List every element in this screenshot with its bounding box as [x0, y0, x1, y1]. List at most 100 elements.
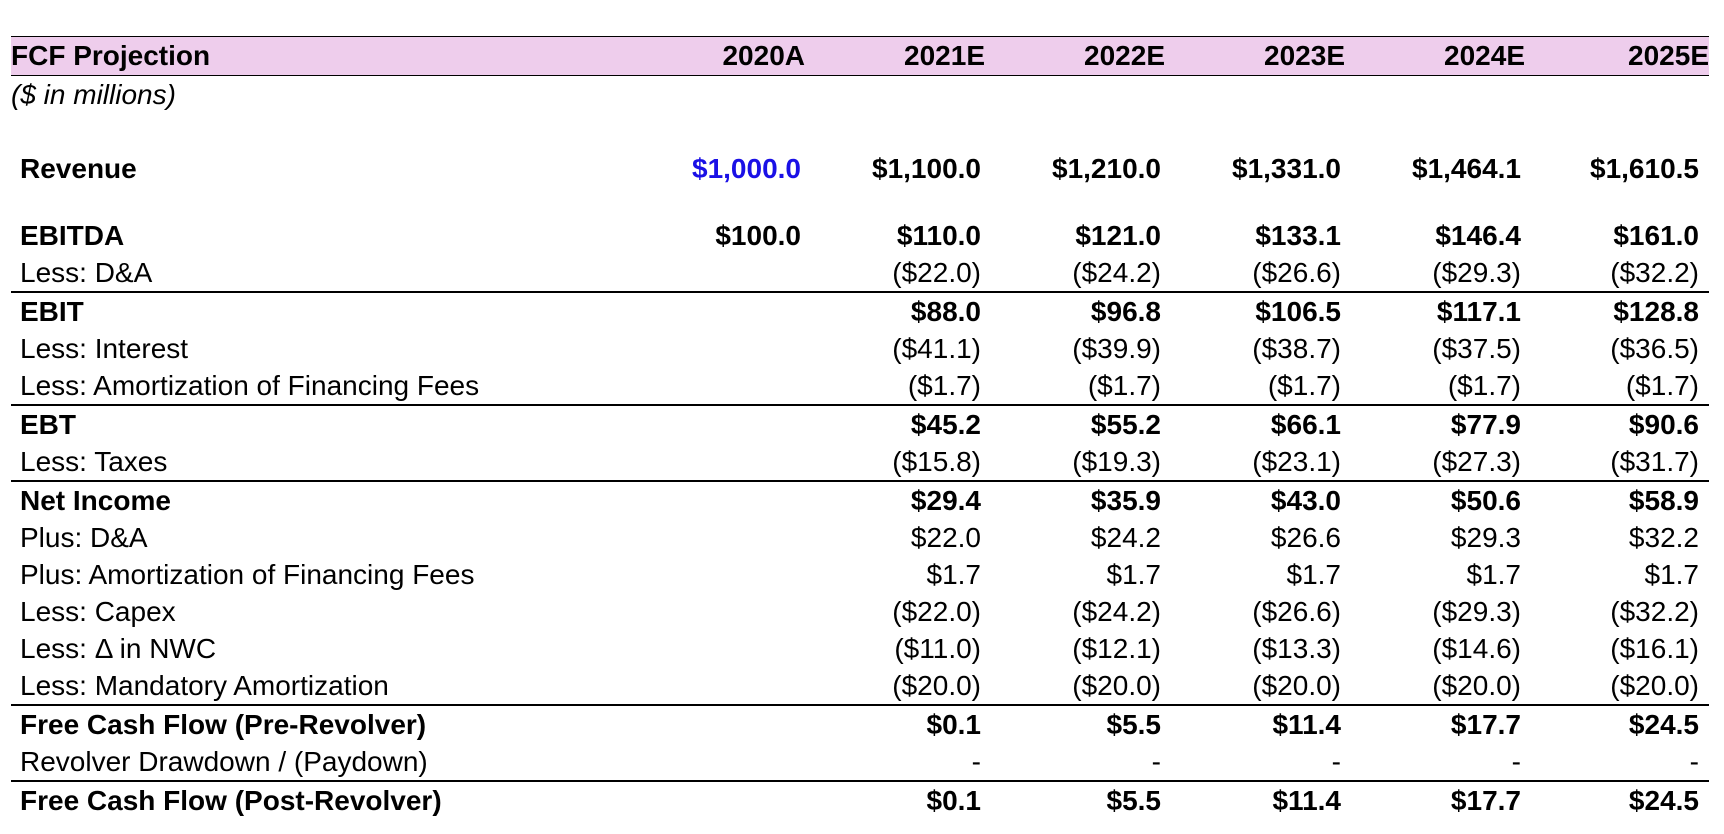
cell-revolver-2025e: - [1689, 746, 1699, 777]
cell-less-amort-fees-2025e: ($1.7) [1625, 370, 1699, 401]
cell-ebit-2022e: $96.8 [1090, 296, 1161, 327]
fcf-projection-table: FCF Projection 2020A 2021E 2022E 2023E 2… [11, 36, 1709, 819]
cell-net-income-2024e: $50.6 [1450, 485, 1521, 516]
cell-less-capex-2021e: ($22.0) [892, 596, 981, 627]
row-revenue: Revenue $1,000.0 $1,100.0 $1,210.0 $1,33… [11, 150, 1709, 187]
cell-less-interest-2021e: ($41.1) [892, 333, 981, 364]
cell-fcf-pre-2021e: $0.1 [926, 709, 982, 740]
cell-less-interest-2024e: ($37.5) [1432, 333, 1521, 364]
cell-net-income-2021e: $29.4 [910, 485, 981, 516]
cell-less-taxes-2023e: ($23.1) [1252, 446, 1341, 477]
cell-less-da-2021e: ($22.0) [892, 257, 981, 288]
cell-less-capex-2023e: ($26.6) [1252, 596, 1341, 627]
cell-ebitda-2024e: $146.4 [1435, 220, 1521, 251]
cell-less-amort-fees-2023e: ($1.7) [1267, 370, 1341, 401]
cell-less-da-2024e: ($29.3) [1432, 257, 1521, 288]
row-label: Less: Δ in NWC [20, 633, 217, 664]
year-header-2020a: 2020A [722, 40, 805, 71]
row-less-taxes: Less: Taxes ($15.8) ($19.3) ($23.1) ($27… [11, 443, 1709, 480]
row-label: Less: Interest [20, 333, 189, 364]
cell-fcf-pre-2022e: $5.5 [1106, 709, 1162, 740]
cell-ebt-2023e: $66.1 [1270, 409, 1341, 440]
cell-plus-amort-fees-2023e: $1.7 [1286, 559, 1342, 590]
cell-less-capex-2022e: ($24.2) [1072, 596, 1161, 627]
cell-net-income-2023e: $43.0 [1270, 485, 1341, 516]
cell-revenue-2021e: $1,100.0 [872, 153, 981, 184]
cell-less-taxes-2022e: ($19.3) [1072, 446, 1161, 477]
row-less-nwc: Less: Δ in NWC ($11.0) ($12.1) ($13.3) (… [11, 630, 1709, 667]
cell-ebit-2021e: $88.0 [910, 296, 981, 327]
cell-less-interest-2022e: ($39.9) [1072, 333, 1161, 364]
row-ebt: EBT $45.2 $55.2 $66.1 $77.9 $90.6 [11, 404, 1709, 443]
cell-revenue-2022e: $1,210.0 [1052, 153, 1161, 184]
row-label: Net Income [20, 485, 171, 516]
cell-fcf-pre-2023e: $11.4 [1272, 709, 1341, 740]
cell-less-interest-2023e: ($38.7) [1252, 333, 1341, 364]
cell-ebit-2024e: $117.1 [1436, 296, 1521, 327]
cell-ebitda-2023e: $133.1 [1255, 220, 1341, 251]
cell-ebitda-2022e: $121.0 [1075, 220, 1161, 251]
row-label: EBIT [20, 296, 84, 327]
year-header-2023e: 2023E [1264, 40, 1345, 71]
table-title: FCF Projection [11, 40, 211, 71]
row-plus-da: Plus: D&A $22.0 $24.2 $26.6 $29.3 $32.2 [11, 519, 1709, 556]
row-label: Less: Capex [20, 596, 176, 627]
row-fcf-post-revolver: Free Cash Flow (Post-Revolver) $0.1 $5.5… [11, 780, 1709, 819]
row-revolver: Revolver Drawdown / (Paydown) - - - - - [11, 743, 1709, 780]
cell-net-income-2022e: $35.9 [1090, 485, 1161, 516]
row-label: Less: Taxes [20, 446, 168, 477]
cell-fcf-post-2023e: $11.4 [1272, 785, 1341, 816]
cell-ebitda-2020a: $100.0 [715, 220, 801, 251]
row-label: Plus: Amortization of Financing Fees [20, 559, 475, 590]
cell-net-income-2025e: $58.9 [1628, 485, 1699, 516]
table-header-row: FCF Projection 2020A 2021E 2022E 2023E 2… [11, 36, 1709, 76]
year-header-2021e: 2021E [904, 40, 985, 71]
row-label: EBT [20, 409, 76, 440]
cell-less-mand-amort-2024e: ($20.0) [1432, 670, 1521, 701]
cell-plus-da-2024e: $29.3 [1450, 522, 1521, 553]
row-ebitda: EBITDA $100.0 $110.0 $121.0 $133.1 $146.… [11, 217, 1709, 254]
units-subtitle: ($ in millions) [11, 79, 176, 110]
cell-plus-da-2022e: $24.2 [1090, 522, 1161, 553]
cell-ebit-2025e: $128.8 [1613, 296, 1699, 327]
cell-revolver-2023e: - [1331, 746, 1341, 777]
row-less-amort-fees: Less: Amortization of Financing Fees ($1… [11, 367, 1709, 404]
cell-less-mand-amort-2022e: ($20.0) [1072, 670, 1161, 701]
row-label: Free Cash Flow (Post-Revolver) [20, 785, 442, 816]
row-plus-amort-fees: Plus: Amortization of Financing Fees $1.… [11, 556, 1709, 593]
cell-ebt-2021e: $45.2 [910, 409, 981, 440]
cell-revenue-2024e: $1,464.1 [1412, 153, 1521, 184]
cell-less-nwc-2022e: ($12.1) [1072, 633, 1161, 664]
cell-plus-amort-fees-2021e: $1.7 [926, 559, 982, 590]
cell-less-amort-fees-2022e: ($1.7) [1087, 370, 1161, 401]
spacer-row [11, 113, 1709, 150]
row-label: Less: Amortization of Financing Fees [20, 370, 480, 401]
cell-revenue-2020a: $1,000.0 [692, 153, 801, 184]
cell-less-amort-fees-2024e: ($1.7) [1447, 370, 1521, 401]
cell-less-nwc-2024e: ($14.6) [1432, 633, 1521, 664]
cell-ebitda-2021e: $110.0 [896, 220, 981, 251]
cell-plus-amort-fees-2025e: $1.7 [1644, 559, 1700, 590]
cell-less-mand-amort-2021e: ($20.0) [892, 670, 981, 701]
row-label: Less: Mandatory Amortization [20, 670, 389, 701]
cell-revenue-2025e: $1,610.5 [1590, 153, 1699, 184]
cell-less-amort-fees-2021e: ($1.7) [907, 370, 981, 401]
row-label: Free Cash Flow (Pre-Revolver) [20, 709, 427, 740]
subtitle-row: ($ in millions) [11, 76, 1709, 113]
year-header-2025e: 2025E [1628, 40, 1709, 71]
cell-plus-da-2023e: $26.6 [1270, 522, 1341, 553]
cell-fcf-post-2024e: $17.7 [1450, 785, 1521, 816]
cell-fcf-pre-2024e: $17.7 [1450, 709, 1521, 740]
row-ebit: EBIT $88.0 $96.8 $106.5 $117.1 $128.8 [11, 291, 1709, 330]
cell-less-mand-amort-2025e: ($20.0) [1610, 670, 1699, 701]
cell-less-taxes-2021e: ($15.8) [892, 446, 981, 477]
cell-plus-da-2021e: $22.0 [910, 522, 981, 553]
cell-less-da-2022e: ($24.2) [1072, 257, 1161, 288]
year-header-2024e: 2024E [1444, 40, 1525, 71]
row-label: EBITDA [20, 220, 125, 251]
row-fcf-pre-revolver: Free Cash Flow (Pre-Revolver) $0.1 $5.5 … [11, 704, 1709, 743]
row-less-mandatory-amortization: Less: Mandatory Amortization ($20.0) ($2… [11, 667, 1709, 704]
row-label: Plus: D&A [20, 522, 148, 553]
cell-plus-amort-fees-2022e: $1.7 [1106, 559, 1162, 590]
cell-less-taxes-2024e: ($27.3) [1432, 446, 1521, 477]
